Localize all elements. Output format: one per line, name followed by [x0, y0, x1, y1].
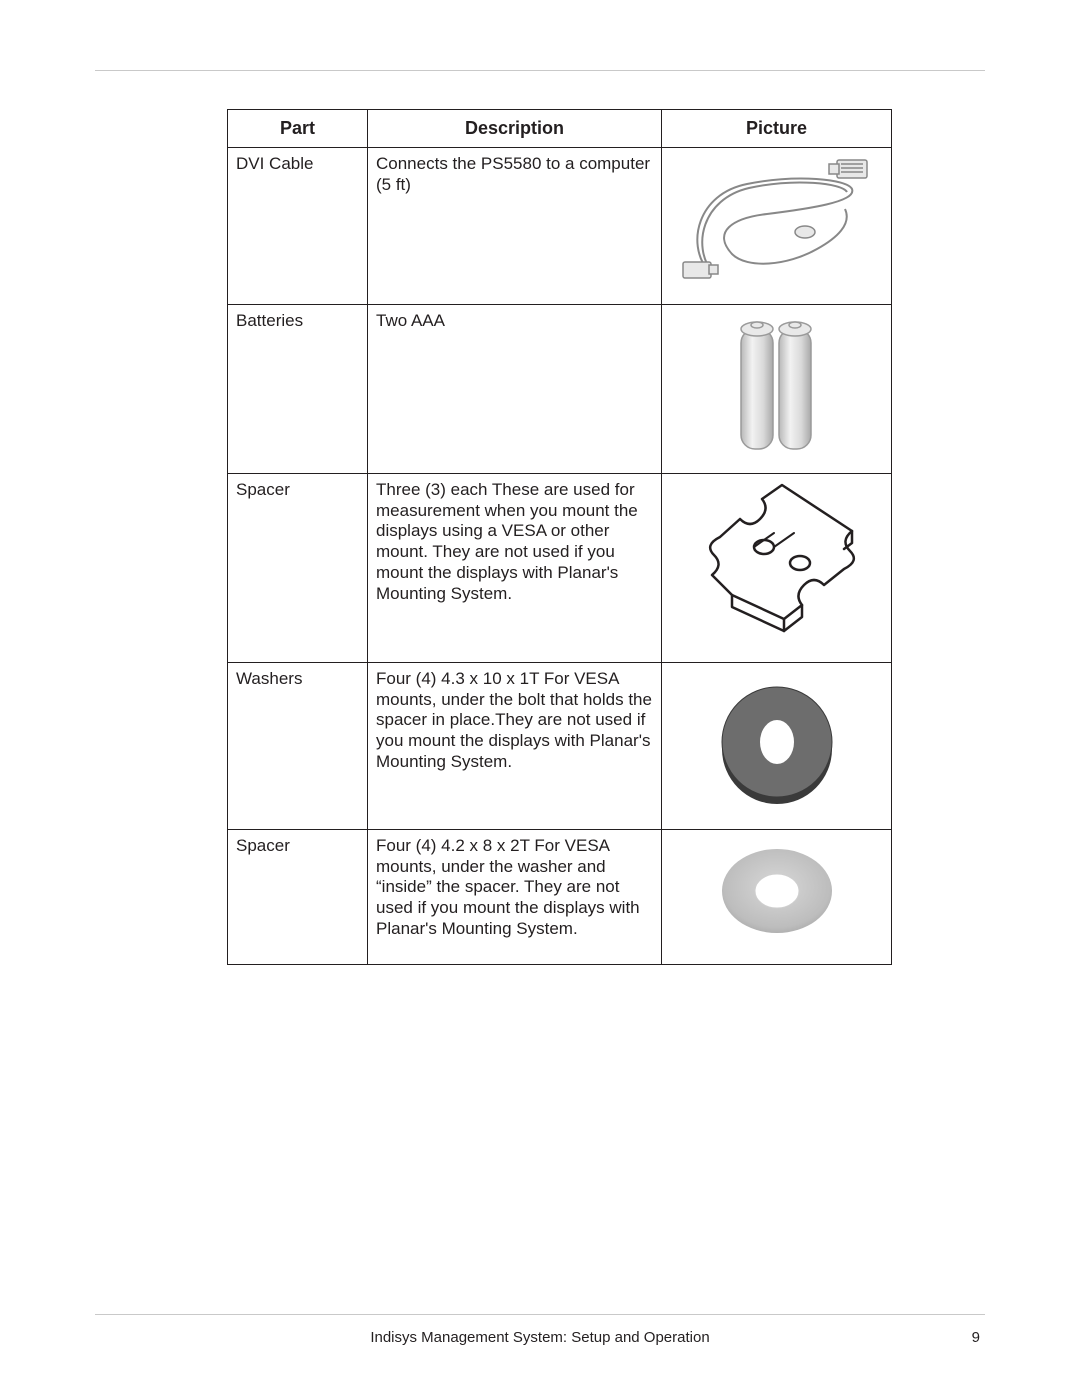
spacer-ring-icon	[707, 836, 847, 946]
spacer-shape-icon	[692, 480, 862, 640]
cell-description: Two AAA	[368, 305, 662, 474]
table-row: Spacer Three (3) each These are used for…	[228, 474, 892, 663]
cell-part: Batteries	[228, 305, 368, 474]
page-footer: Indisys Management System: Setup and Ope…	[0, 1314, 1080, 1349]
table-row: DVI Cable Connects the PS5580 to a compu…	[228, 148, 892, 305]
cell-picture	[662, 663, 892, 830]
table-header-row: Part Description Picture	[228, 110, 892, 148]
cell-part: Spacer	[228, 830, 368, 965]
washer-icon	[707, 669, 847, 819]
cell-part: Washers	[228, 663, 368, 830]
bottom-rule	[95, 1314, 985, 1315]
cell-description: Four (4) 4.3 x 10 x 1T For VESA mounts, …	[368, 663, 662, 830]
table-row: Washers Four (4) 4.3 x 10 x 1T For VESA …	[228, 663, 892, 830]
top-rule	[95, 70, 985, 71]
cell-part: DVI Cable	[228, 148, 368, 305]
footer-title: Indisys Management System: Setup and Ope…	[370, 1329, 709, 1346]
table-row: Batteries Two AAA	[228, 305, 892, 474]
col-header-picture: Picture	[662, 110, 892, 148]
cell-picture	[662, 830, 892, 965]
footer-page-number: 9	[972, 1329, 980, 1346]
cell-description: Four (4) 4.2 x 8 x 2T For VESA mounts, u…	[368, 830, 662, 965]
col-header-part: Part	[228, 110, 368, 148]
cell-description: Three (3) each These are used for measur…	[368, 474, 662, 663]
parts-table: Part Description Picture DVI Cable Conne…	[227, 109, 892, 965]
col-header-description: Description	[368, 110, 662, 148]
cell-description: Connects the PS5580 to a computer (5 ft)	[368, 148, 662, 305]
cell-picture	[662, 305, 892, 474]
dvi-cable-icon	[677, 154, 877, 284]
cell-picture	[662, 148, 892, 305]
cell-part: Spacer	[228, 474, 368, 663]
batteries-icon	[717, 311, 837, 461]
table-row: Spacer Four (4) 4.2 x 8 x 2T For VESA mo…	[228, 830, 892, 965]
cell-picture	[662, 474, 892, 663]
